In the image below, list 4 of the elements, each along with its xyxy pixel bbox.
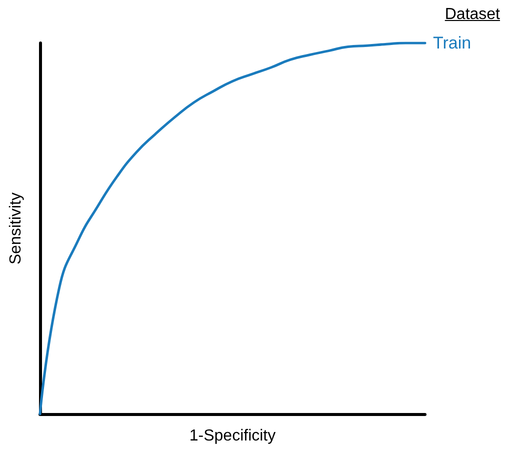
legend-title: Dataset (444, 6, 500, 24)
x-axis-title: 1-Specificity (189, 428, 276, 444)
series-label: Train (433, 34, 472, 52)
y-axis-title: Sensitivity (8, 192, 24, 265)
